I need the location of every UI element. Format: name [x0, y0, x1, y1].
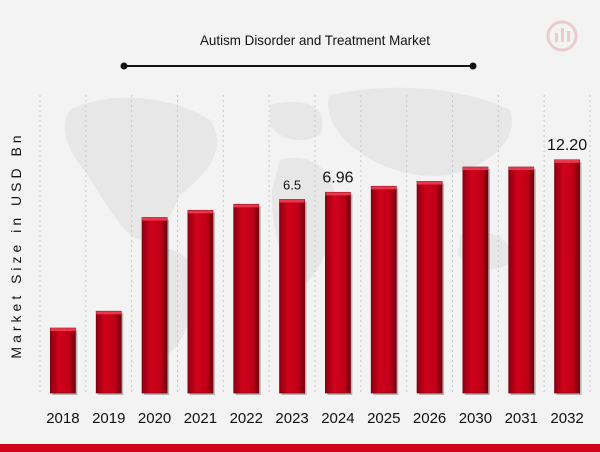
- x-tick-label: 2025: [367, 410, 400, 427]
- bar-top-highlight: [142, 217, 168, 221]
- bar-top-highlight: [508, 167, 534, 171]
- x-tick-label: 2020: [138, 410, 171, 427]
- bar: [462, 166, 489, 394]
- bar-top-highlight: [50, 328, 76, 332]
- x-tick-label: 2026: [413, 410, 446, 427]
- x-tick-label: 2030: [459, 410, 492, 427]
- bar-top-highlight: [371, 186, 397, 190]
- x-tick-label: 2021: [184, 410, 217, 427]
- bar: [233, 203, 260, 394]
- bar-2026: [416, 181, 445, 395]
- y-axis-label: Market Size in USD Bn: [8, 131, 24, 358]
- bar-top-highlight: [554, 159, 580, 163]
- bar: [370, 185, 397, 394]
- data-label: 6.96: [322, 169, 353, 186]
- bar-2025: [370, 185, 399, 395]
- bar: [279, 199, 305, 394]
- x-tick-label: 2018: [46, 410, 79, 427]
- bar-2031: [508, 166, 536, 395]
- bar-2024: [325, 191, 353, 395]
- bar-top-highlight: [417, 181, 443, 185]
- bar: [141, 217, 168, 394]
- brand-logo: [546, 20, 578, 52]
- bar: [325, 191, 351, 394]
- bar: [416, 181, 443, 394]
- chart-title: Autism Disorder and Treatment Market: [200, 32, 430, 48]
- bar-2030: [462, 166, 490, 395]
- x-tick-label: 2031: [505, 410, 538, 427]
- title-rule: [120, 62, 477, 70]
- bottom-accent-strip: [0, 444, 600, 452]
- bar-2018: [50, 327, 78, 395]
- bar-top-highlight: [325, 192, 351, 196]
- x-tick-label: 2022: [230, 410, 263, 427]
- bar-top-highlight: [462, 167, 488, 171]
- bar-top-highlight: [279, 199, 305, 203]
- bar-2032: [554, 159, 582, 395]
- x-tick-label: 2019: [92, 410, 125, 427]
- bar-2023: [279, 199, 307, 395]
- bar: [508, 166, 535, 394]
- bar-top-highlight: [233, 204, 259, 208]
- bar-2019: [95, 310, 124, 395]
- x-tick-label: 2023: [275, 410, 308, 427]
- bars: [50, 159, 582, 395]
- bar-2022: [233, 203, 261, 395]
- bar-top-highlight: [96, 311, 122, 315]
- bar-top-highlight: [187, 210, 213, 214]
- bar: [95, 310, 122, 394]
- bar: [187, 209, 214, 394]
- x-tick-label: 2032: [550, 410, 583, 427]
- data-labels: 6.5 6.96 12.20: [283, 137, 587, 193]
- bar-2020: [141, 217, 170, 395]
- bar-2021: [187, 209, 215, 395]
- data-label: 12.20: [547, 137, 587, 154]
- bar: [50, 327, 76, 394]
- x-axis-ticks: 2018 2019 2020 2021 2022 2023 2024 2025 2026 2030…: [46, 410, 584, 427]
- bar: [554, 159, 580, 394]
- x-tick-label: 2024: [321, 410, 354, 427]
- data-label: 6.5: [283, 178, 301, 193]
